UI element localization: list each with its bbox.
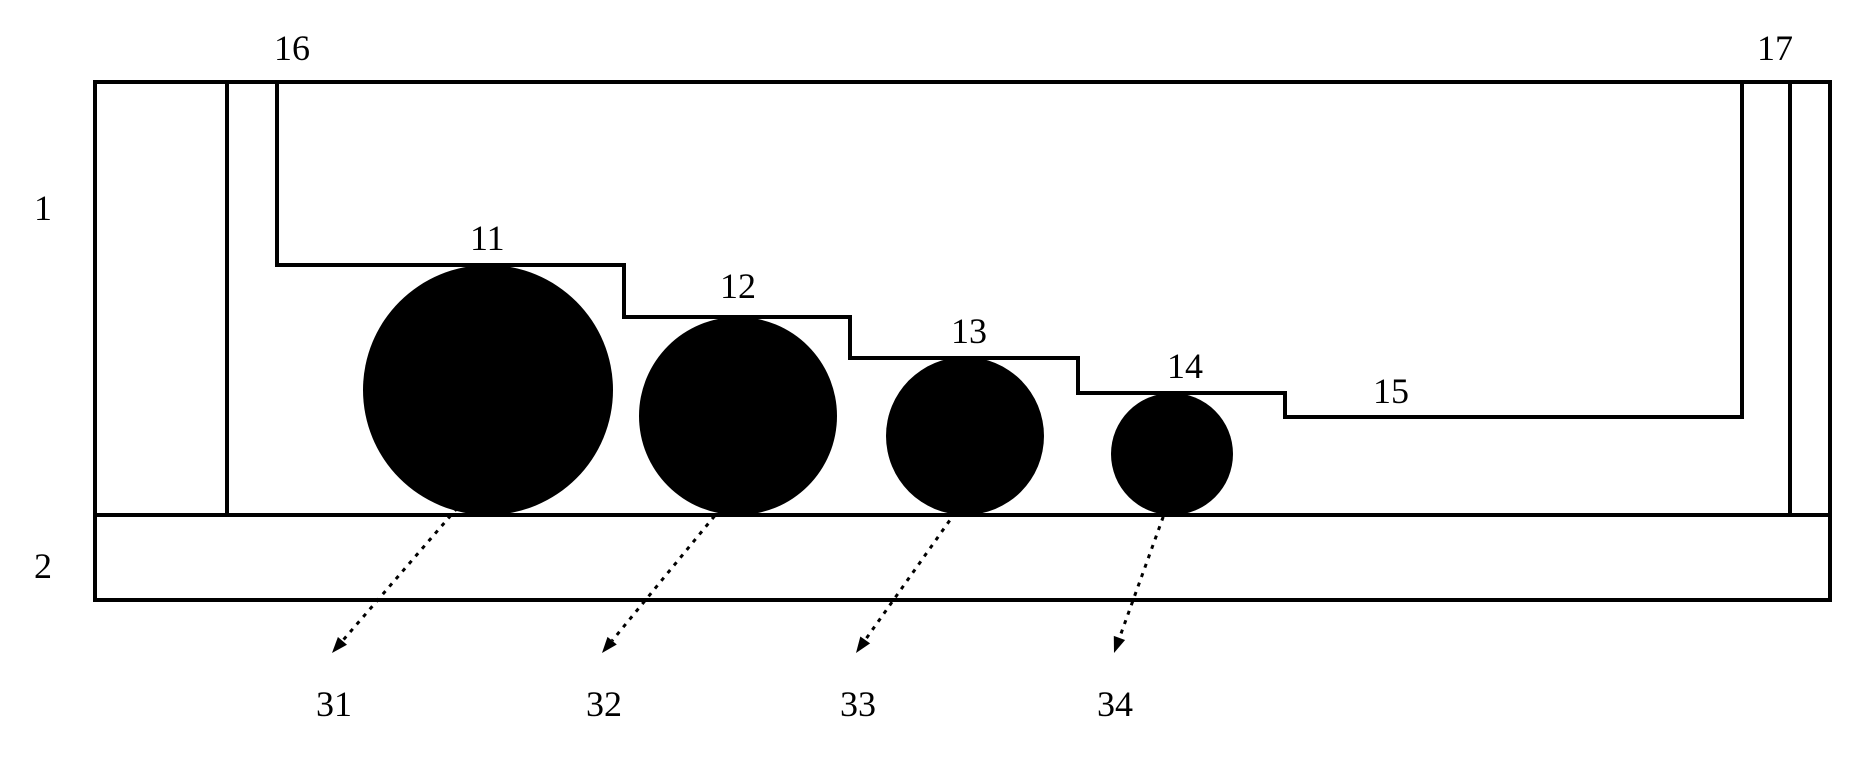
- arrow-line-3: [865, 496, 967, 640]
- label-l32: 32: [586, 683, 622, 725]
- label-l11: 11: [470, 217, 505, 259]
- arrow-head-2: [602, 637, 617, 653]
- label-l16: 16: [274, 27, 310, 69]
- label-l17: 17: [1757, 27, 1793, 69]
- label-l13: 13: [951, 310, 987, 352]
- arrow-line-1: [342, 470, 490, 641]
- arrow-head-3: [856, 636, 870, 653]
- particle-c13: [886, 357, 1044, 515]
- arrow-head-4: [1114, 636, 1125, 653]
- label-l12: 12: [720, 265, 756, 307]
- arrow-line-2: [612, 485, 740, 641]
- diagram-stage: 121617111213141531323334: [20, 20, 1854, 742]
- particle-c14: [1111, 393, 1233, 515]
- label-l2: 2: [34, 545, 52, 587]
- arrow-line-4: [1119, 498, 1170, 638]
- label-l31: 31: [316, 683, 352, 725]
- label-l34: 34: [1097, 683, 1133, 725]
- label-l14: 14: [1167, 345, 1203, 387]
- label-l1: 1: [34, 187, 52, 229]
- diagram-svg: [20, 20, 1854, 742]
- label-l33: 33: [840, 683, 876, 725]
- label-l15: 15: [1373, 370, 1409, 412]
- particle-c11: [363, 265, 613, 515]
